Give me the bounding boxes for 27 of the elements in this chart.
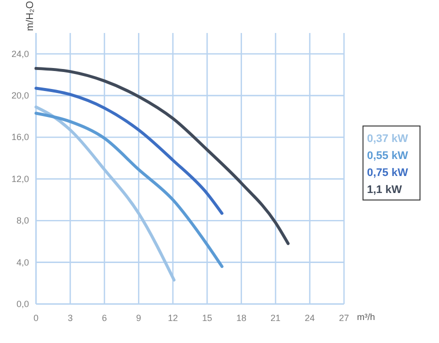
line-series	[34, 112, 224, 268]
line-series	[34, 86, 224, 215]
x-tick-label: 12	[168, 313, 178, 323]
text: 0,75 kW	[367, 167, 409, 179]
y-tick-label: 12,0	[11, 174, 29, 184]
x-tick-label: 21	[270, 313, 281, 323]
x-tick-label: 18	[236, 313, 246, 323]
y-tick-label: 24,0	[11, 48, 29, 59]
x-axis-title: m³/h	[357, 312, 375, 322]
x-tick-label: 27	[338, 313, 350, 323]
text: 0,37 kW	[367, 133, 409, 145]
x-tick-label: 24	[304, 313, 315, 323]
line-series	[34, 66, 290, 246]
y-tick-label: 0,0	[16, 299, 29, 309]
x-tick-label: 9	[136, 313, 142, 323]
x-tick-label: 3	[68, 313, 73, 323]
x-tick-label: 15	[202, 313, 212, 323]
y-tick-label: 16,0	[11, 132, 29, 142]
x-tick-label: 0	[33, 313, 39, 323]
y-tick-label: 8,0	[16, 216, 29, 226]
y-tick-label: 4,0	[16, 257, 29, 268]
y-axis-title: m/H₂O	[25, 0, 36, 31]
x-tick-label: 6	[102, 313, 107, 323]
text: 1,1 kW	[367, 184, 402, 196]
line-series	[34, 106, 176, 282]
y-tick-label: 20,0	[11, 90, 29, 101]
text: 0,55 kW	[367, 150, 409, 162]
